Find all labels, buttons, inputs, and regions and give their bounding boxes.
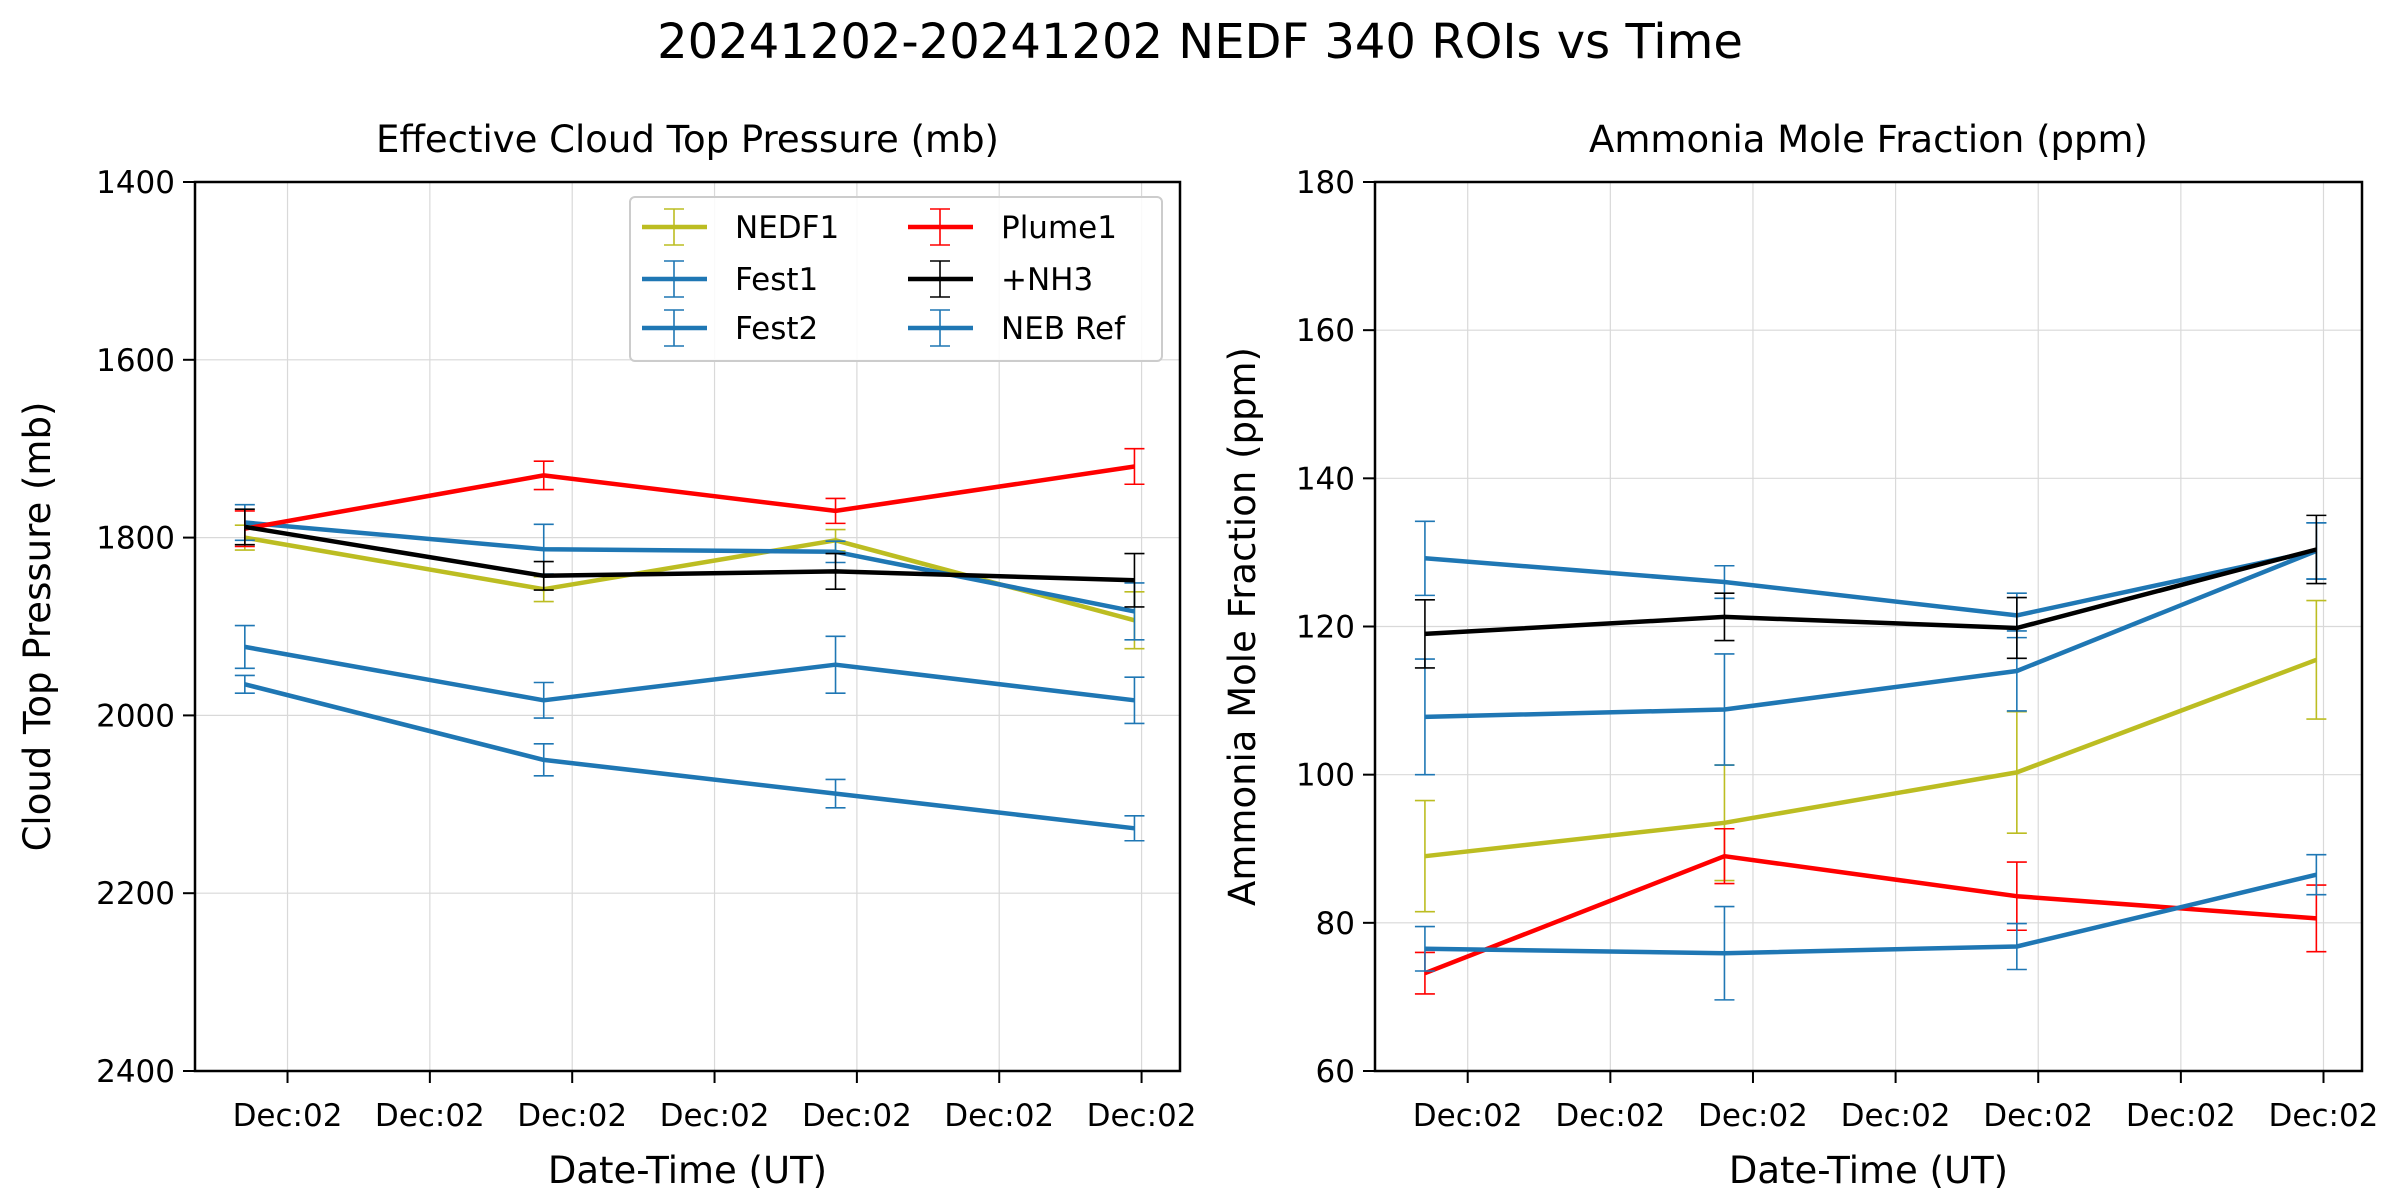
y-tick-label: 140 [1296,461,1355,497]
y-axis-label: Ammonia Mole Fraction (ppm) [1221,347,1264,906]
x-tick-label: Dec:02 [1413,1098,1523,1134]
legend-entry-nh3: +NH3 [908,260,1093,298]
y-tick-label: 60 [1316,1054,1355,1090]
y-tick-label: 80 [1316,906,1355,942]
legend-entry-fest1: Fest1 [642,260,818,298]
ammonia-mole-fraction-panel: 60 80 100 120 140 160 180 Dec:02 Dec:02 Dec:02 Dec… [1221,118,2378,1192]
series-line-fest1 [1424,548,2317,618]
series-fest2 [1414,521,2327,776]
y-tick-label: 1600 [96,343,175,379]
x-tick-label: Dec:02 [1841,1098,1951,1134]
x-tick-label: Dec:02 [233,1098,343,1134]
y-tick-label: 2000 [96,698,175,734]
series-line-nedf1 [1424,657,2318,859]
legend-entry-neb-ref: NEB Ref [908,309,1126,347]
panel-title: Ammonia Mole Fraction (ppm) [1589,118,2148,161]
series-line-nh3 [1424,547,2317,637]
legend-entry-plume1: Plume1 [908,208,1117,246]
x-tick-label: Dec:02 [802,1098,912,1134]
legend-label: NEDF1 [735,210,839,246]
y-tick-label: 1800 [96,521,175,557]
series-line-neb-ref [1424,872,2317,956]
y-tick-label: 2200 [96,876,175,912]
x-tick-label: Dec:02 [1555,1098,1665,1134]
legend: NEDF1 Fest1 Fest2 Plume1 +NH3 NEB Ref [629,196,1163,362]
y-tick-label: 100 [1296,758,1355,794]
series-line-fest2 [1424,548,2318,720]
series-nedf1 [1414,599,2327,913]
series-nh3 [1414,514,2327,669]
x-tick-label: Dec:02 [375,1098,485,1134]
legend-label: NEB Ref [1001,311,1126,347]
series-fest1 [1414,520,2327,639]
legend-label: Fest2 [735,311,818,347]
series-neb-ref [234,674,1145,842]
series-line-nh3 [244,524,1135,583]
figure-title: 20241202-20241202 NEDF 340 ROIs vs Time [657,14,1743,70]
legend-label: Fest1 [735,262,818,298]
x-tick-label: Dec:02 [1983,1098,2093,1134]
series-nh3 [234,508,1145,608]
series-line-fest1 [244,520,1135,614]
x-axis-label: Date-Time (UT) [1729,1149,2008,1192]
x-tick-label: Dec:02 [2126,1098,2236,1134]
y-tick-label: 180 [1296,165,1355,201]
axes-frame [193,180,1182,1073]
legend-entry-nedf1: NEDF1 [642,208,839,246]
y-axis-label: Cloud Top Pressure (mb) [16,402,59,852]
cloud-top-pressure-panel: 1400 1600 1800 2000 2200 2400 Dec:02 Dec:02 Dec:… [16,118,1197,1192]
legend-label: +NH3 [1001,262,1093,298]
x-tick-label: Dec:02 [1698,1098,1808,1134]
x-tick-label: Dec:02 [944,1098,1054,1134]
x-tick-label: Dec:02 [660,1098,770,1134]
x-axis-label: Date-Time (UT) [548,1149,827,1192]
series-line-plume1 [1424,853,2317,976]
y-tick-label: 1400 [96,165,175,201]
legend-entry-fest2: Fest2 [642,309,818,347]
series-line-neb-ref [244,682,1135,831]
legend-box [629,196,1163,362]
series-plume1 [1414,827,2327,995]
series-neb-ref [1414,853,2327,1001]
y-tick-label: 160 [1296,313,1355,349]
y-tick-label: 120 [1296,610,1355,646]
x-tick-label: Dec:02 [517,1098,627,1134]
series-line-fest2 [244,644,1135,703]
legend-label: Plume1 [1001,210,1117,246]
series-line-plume1 [244,464,1135,531]
panel-title: Effective Cloud Top Pressure (mb) [376,118,999,161]
x-tick-label: Dec:02 [2269,1098,2379,1134]
y-tick-label: 2400 [96,1054,175,1090]
series-fest2 [234,624,1145,725]
x-tick-label: Dec:02 [1087,1098,1197,1134]
series-plume1 [234,447,1145,548]
